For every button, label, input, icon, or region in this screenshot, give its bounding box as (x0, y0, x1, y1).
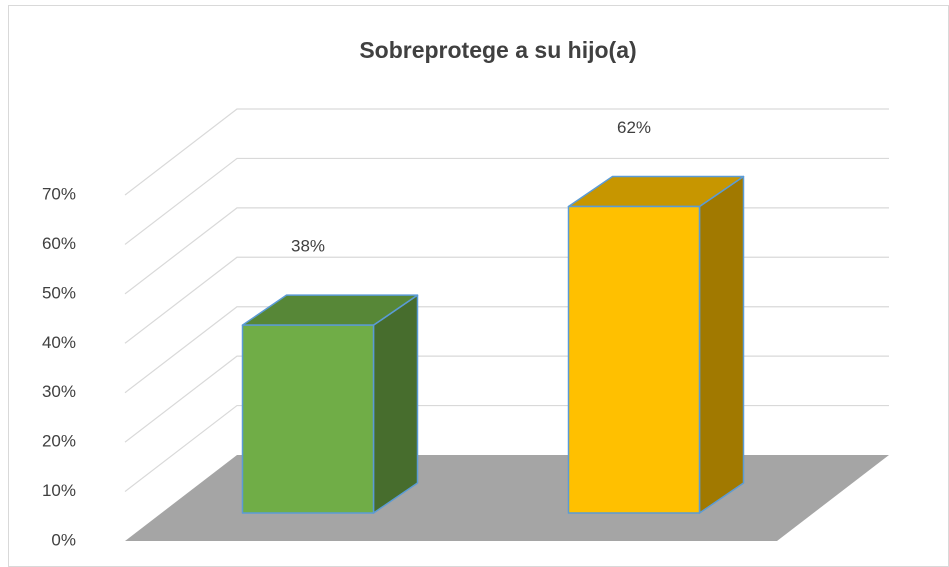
chart-title: Sobreprotege a su hijo(a) (359, 37, 636, 63)
y-tick-label: 40% (42, 333, 76, 352)
grid-line (124, 108, 889, 196)
grid-line (124, 157, 889, 245)
bar-side (698, 175, 745, 514)
data-label: 38% (291, 237, 325, 256)
bar-side (372, 294, 419, 514)
data-label: 62% (617, 118, 651, 137)
y-tick-label: 60% (42, 234, 76, 253)
floor (125, 455, 889, 541)
y-tick-label: 0% (51, 530, 76, 549)
bar (567, 205, 701, 514)
bar (241, 324, 375, 514)
y-tick-label: 10% (42, 481, 76, 500)
y-tick-label: 50% (42, 283, 76, 302)
y-tick-label: 70% (42, 184, 76, 203)
y-tick-label: 30% (42, 382, 76, 401)
y-tick-label: 20% (42, 432, 76, 451)
